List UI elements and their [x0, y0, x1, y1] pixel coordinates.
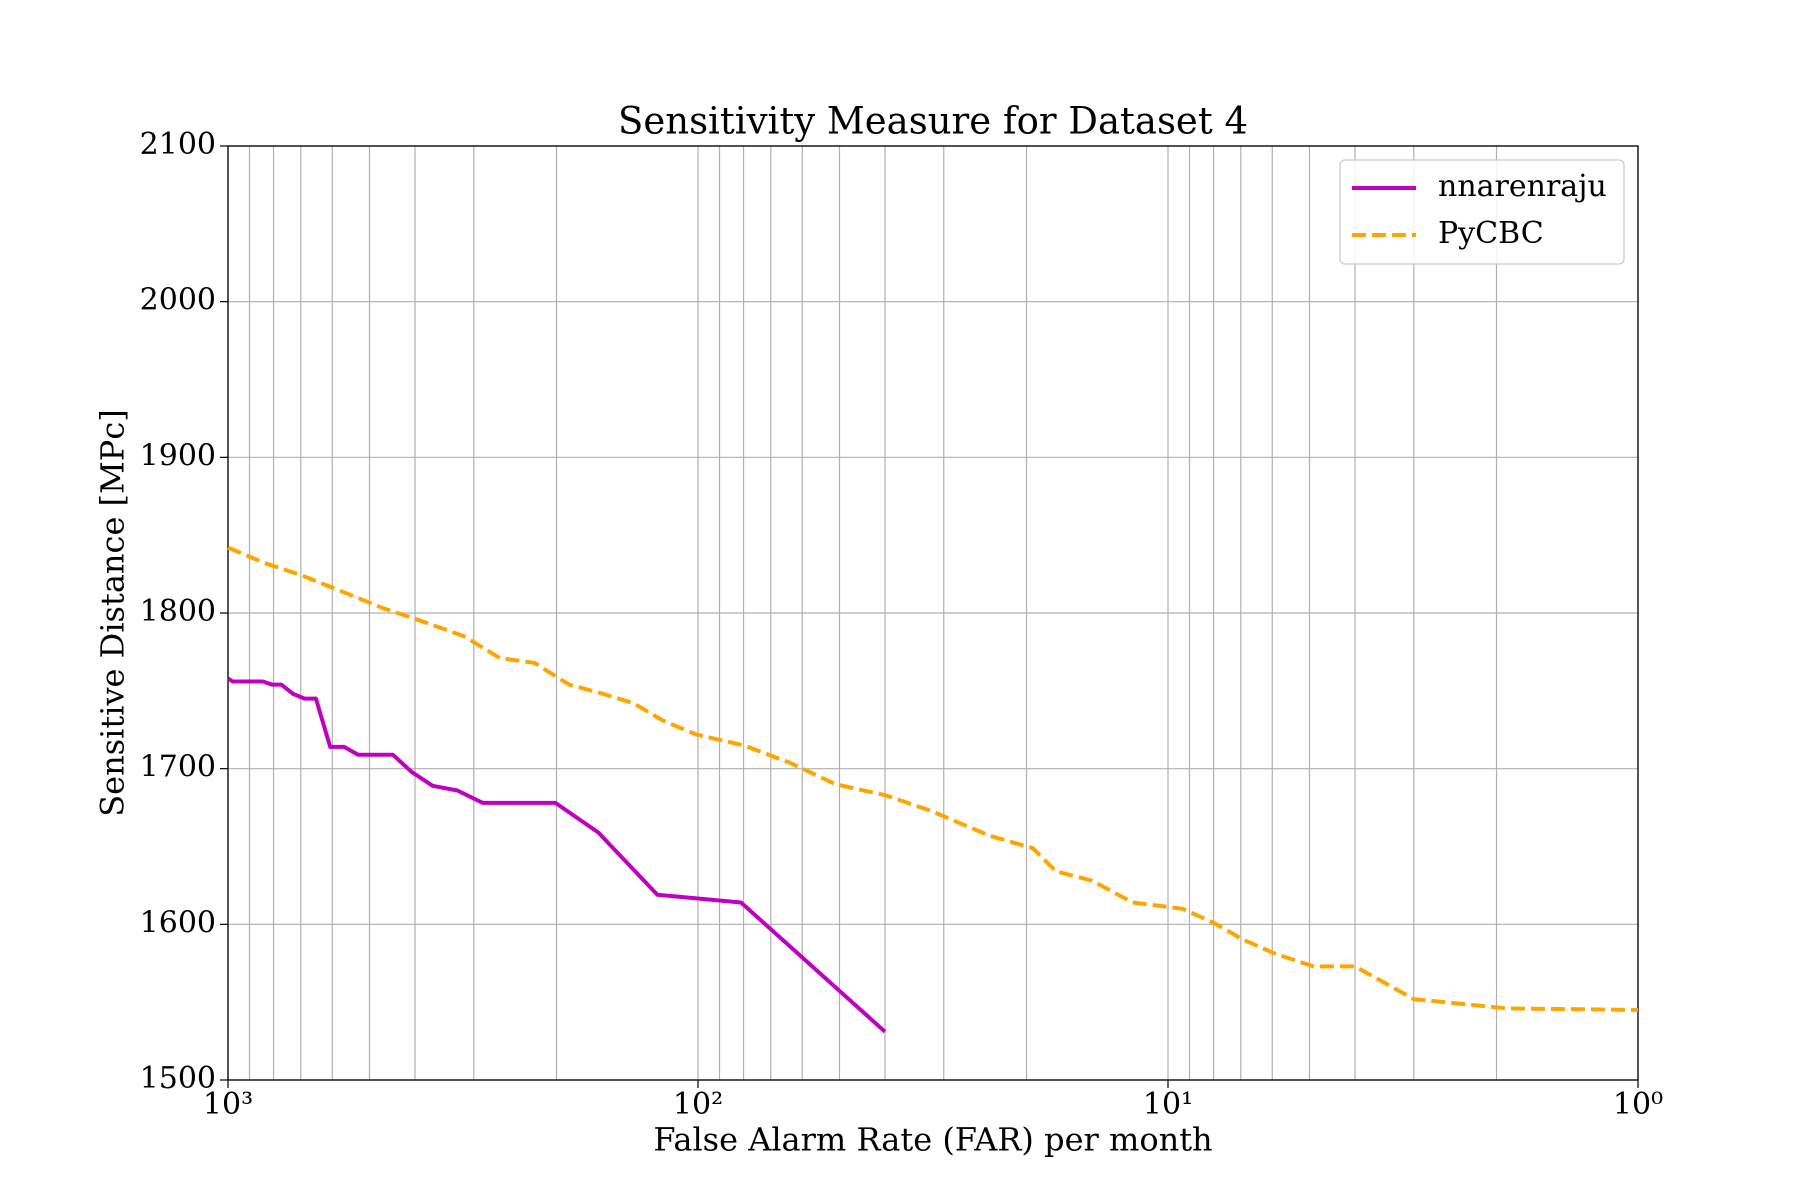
y-tick-label: 1800: [140, 594, 216, 629]
x-tick-label: 10³: [203, 1087, 253, 1122]
series-line: [226, 676, 887, 1034]
legend-label: PyCBC: [1438, 216, 1544, 251]
y-tick-label: 1700: [140, 750, 216, 785]
series-line: [227, 545, 1639, 1012]
legend-label: nnarenraju: [1438, 169, 1607, 204]
y-axis-label: Sensitive Distance [MPc]: [94, 409, 132, 816]
y-tick-label: 1500: [140, 1061, 216, 1096]
x-tick-label: 10⁰: [1613, 1087, 1663, 1122]
x-tick-label: 10²: [673, 1087, 723, 1122]
chart-title: Sensitivity Measure for Dataset 4: [618, 100, 1248, 143]
y-tick-label: 2000: [140, 283, 216, 318]
y-tick-label: 1900: [140, 438, 216, 473]
plot-frame: [227, 145, 1639, 1081]
y-tick-label: 2100: [140, 127, 216, 162]
y-tick-label: 1600: [140, 905, 216, 940]
x-axis-label: False Alarm Rate (FAR) per month: [653, 1121, 1212, 1159]
x-tick-label: 10¹: [1143, 1087, 1193, 1122]
